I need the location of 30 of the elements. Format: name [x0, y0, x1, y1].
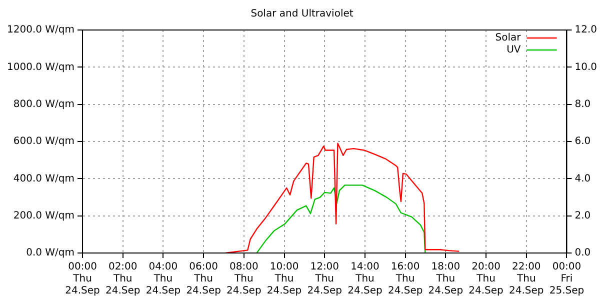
chart-title: Solar and Ultraviolet [250, 8, 354, 20]
y2-tick-label: 2.0 [574, 210, 591, 222]
y2-tick-label: 4.0 [574, 173, 591, 184]
x-tick-label: 00:00 Thu 24.Sep [65, 262, 100, 297]
x-tick-label: 08:00 Thu 24.Sep [226, 262, 262, 297]
x-tick-label: 06:00 Thu 24.Sep [186, 262, 221, 297]
x-tick-label: 14:00 Thu 24.Sep [348, 262, 382, 297]
y-tick-label: 0.0 W/qm [26, 248, 75, 259]
y-tick-label: 200.0 W/qm [13, 210, 75, 222]
x-tick-label: 12:00 Thu 24.Sep [307, 262, 342, 297]
x-tick-label: 16:00 Thu 24.Sep [388, 262, 423, 297]
x-tick-label: 22:00 Thu 24.Sep [509, 262, 544, 297]
y2-tick-label: 10.0 [574, 62, 597, 73]
x-tick-label: 18:00 Thu 24.Sep [428, 262, 464, 297]
y-tick-label: 600.0 W/qm [13, 136, 75, 148]
y2-tick-label: 12.0 [574, 24, 597, 36]
x-tick-label: 10:00 Thu 24.Sep [266, 262, 302, 297]
x-tick-label: 02:00 Thu 24.Sep [105, 262, 140, 297]
x-tick-label: 00:00 Fri 25.Sep [549, 262, 584, 297]
y2-tick-label: 0.0 [574, 248, 591, 259]
y2-tick-label: 6.0 [574, 136, 591, 148]
y2-tick-label: 8.0 [574, 98, 591, 110]
x-tick-label: 04:00 Thu 24.Sep [146, 262, 181, 297]
y-tick-label: 400.0 W/qm [13, 173, 75, 184]
legend-label: UV [506, 44, 521, 56]
y-tick-label: 1000.0 W/qm [7, 62, 75, 73]
y-tick-label: 1200.0 W/qm [7, 24, 75, 36]
legend-label: Solar [495, 32, 522, 44]
y-tick-label: 800.0 W/qm [13, 98, 75, 110]
x-tick-label: 20:00 Thu 24.Sep [468, 262, 504, 297]
